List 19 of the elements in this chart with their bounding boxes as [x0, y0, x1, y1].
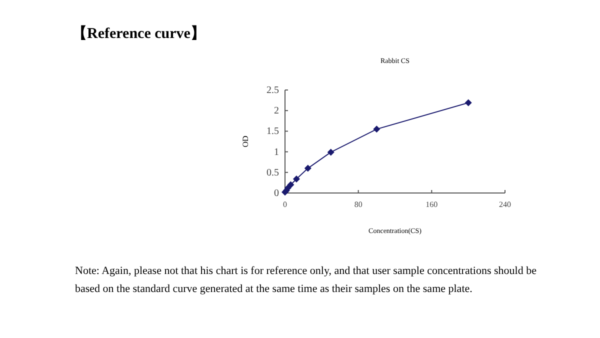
point	[373, 126, 380, 133]
title: 【Reference curve】	[72, 26, 206, 42]
y-tick-label: 0	[274, 188, 279, 199]
y-tick-label: 1.5	[266, 126, 279, 138]
point	[292, 175, 300, 182]
x-tick-label: 0	[283, 200, 287, 209]
y-tick-label: 0.5	[266, 167, 279, 178]
point	[327, 148, 334, 156]
x-tick-label: 80	[354, 200, 362, 209]
point	[287, 181, 294, 188]
y-tick-label: 1	[274, 146, 279, 158]
text: Note: Again, please not that his chart is for reference only, and that user sample concentrations should be based on the standard curve generated at the same time as their samples on the same plate.	[75, 264, 538, 297]
x-tick-label: 240	[499, 200, 511, 209]
y-tick-label: 2.5	[266, 85, 279, 96]
point	[304, 164, 312, 172]
y-tick-label: 2	[274, 106, 279, 117]
x-tick-label: 160	[426, 200, 438, 209]
point	[464, 99, 472, 106]
y-axis-title: OD	[241, 136, 250, 148]
